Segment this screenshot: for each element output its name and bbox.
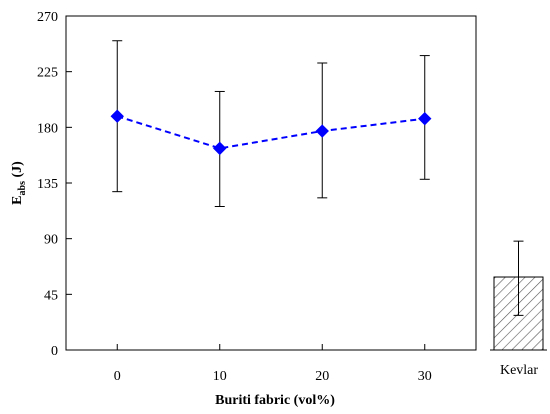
- series-markers: [110, 109, 432, 156]
- y-tick-label: 180: [37, 121, 58, 136]
- data-point-marker: [418, 111, 432, 126]
- x-axis-ticks: 0 10 20 30: [114, 344, 432, 384]
- kevlar-bar-group: Kevlar: [490, 240, 547, 378]
- y-axis-title-unit: (J): [10, 161, 25, 181]
- kevlar-label: Kevlar: [500, 363, 538, 378]
- x-tick-label: 0: [114, 369, 121, 384]
- data-point-marker: [315, 124, 329, 138]
- x-tick-label: 30: [418, 369, 432, 384]
- x-tick-label: 20: [315, 369, 329, 384]
- data-point-marker: [110, 109, 124, 123]
- x-tick-label: 10: [213, 369, 227, 384]
- y-tick-label: 90: [44, 233, 58, 248]
- y-tick-label: 45: [44, 288, 58, 303]
- data-point-marker: [213, 141, 227, 156]
- y-axis-title-sub: abs: [17, 181, 28, 196]
- y-tick-label: 135: [37, 177, 58, 192]
- series-line: [116, 115, 425, 150]
- y-tick-label: 225: [37, 66, 58, 81]
- y-axis-title-main: E: [10, 195, 25, 204]
- y-tick-label: 0: [51, 344, 58, 359]
- y-axis-title: Eabs (J): [10, 161, 28, 205]
- plot-frame: [65, 15, 477, 351]
- y-tick-label: 270: [37, 10, 58, 25]
- x-axis-title: Buriti fabric (vol%): [215, 393, 335, 408]
- y-axis-ticks: 0 45 90 135 180 225 270: [37, 10, 72, 359]
